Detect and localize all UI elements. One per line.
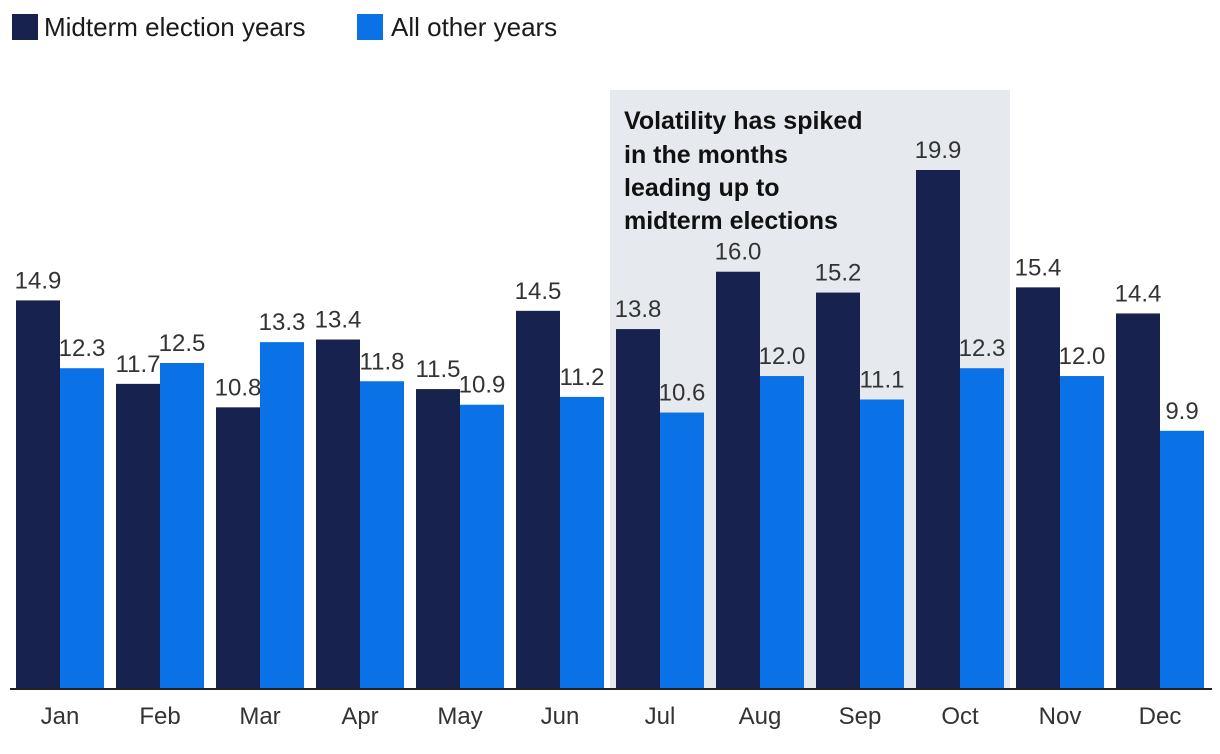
annotation-line-2: in the months <box>624 141 788 169</box>
bar-all-other-years-may <box>460 404 504 689</box>
value-label-all-other-years-feb: 12.5 <box>159 330 206 357</box>
tick-label-apr: Apr <box>341 703 378 730</box>
bar-midterm-election-years-feb <box>116 383 160 689</box>
bar-all-other-years-oct <box>960 368 1004 689</box>
value-label-midterm-election-years-apr: 13.4 <box>315 307 362 334</box>
bar-all-other-years-nov <box>1060 376 1104 689</box>
bar-midterm-election-years-aug <box>716 271 760 689</box>
value-label-all-other-years-apr: 11.8 <box>360 348 405 375</box>
value-label-midterm-election-years-jun: 14.5 <box>515 278 562 305</box>
bar-midterm-election-years-mar <box>216 407 260 689</box>
annotation-line-1: Volatility has spiked <box>624 107 863 135</box>
value-label-all-other-years-oct: 12.3 <box>959 335 1006 362</box>
value-label-midterm-election-years-may: 11.5 <box>416 356 461 383</box>
bar-midterm-election-years-jul <box>616 329 660 689</box>
legend: Midterm election years All other years <box>12 12 557 42</box>
value-label-midterm-election-years-feb: 11.7 <box>116 351 161 378</box>
tick-label-dec: Dec <box>1139 703 1182 730</box>
bar-midterm-election-years-apr <box>316 339 360 689</box>
bars <box>16 170 1204 689</box>
value-label-midterm-election-years-jan: 14.9 <box>15 267 62 294</box>
tick-label-may: May <box>437 703 482 730</box>
annotation: Volatility has spiked in the months lead… <box>624 107 863 235</box>
legend-label-other: All other years <box>391 12 557 42</box>
bar-midterm-election-years-nov <box>1016 287 1060 689</box>
value-label-midterm-election-years-nov: 15.4 <box>1015 254 1062 281</box>
bar-all-other-years-dec <box>1160 430 1204 689</box>
bar-midterm-election-years-jan <box>16 300 60 689</box>
value-label-all-other-years-jun: 11.2 <box>560 364 605 391</box>
bar-midterm-election-years-dec <box>1116 313 1160 689</box>
value-label-midterm-election-years-aug: 16.0 <box>715 239 762 266</box>
tick-label-aug: Aug <box>739 703 782 730</box>
bar-all-other-years-feb <box>160 362 204 689</box>
value-label-all-other-years-nov: 12.0 <box>1059 343 1106 370</box>
bar-all-other-years-sep <box>860 399 904 689</box>
value-label-midterm-election-years-sep: 15.2 <box>815 260 862 287</box>
annotation-line-3: leading up to <box>624 174 780 202</box>
tick-label-feb: Feb <box>139 703 180 730</box>
bar-all-other-years-jan <box>60 368 104 689</box>
legend-swatch-other <box>357 14 383 40</box>
bar-all-other-years-aug <box>760 376 804 689</box>
value-label-midterm-election-years-jul: 13.8 <box>615 296 662 323</box>
bar-midterm-election-years-oct <box>916 170 960 689</box>
bar-midterm-election-years-sep <box>816 292 860 689</box>
tick-label-jul: Jul <box>645 703 676 730</box>
bar-all-other-years-jul <box>660 412 704 689</box>
value-label-all-other-years-jul: 10.6 <box>659 380 706 407</box>
bar-all-other-years-apr <box>360 381 404 689</box>
value-label-all-other-years-sep: 11.1 <box>860 367 905 394</box>
value-label-midterm-election-years-dec: 14.4 <box>1115 280 1162 307</box>
tick-label-sep: Sep <box>839 703 882 730</box>
x-axis-tick-labels: Jan Feb Mar Apr May Jun Jul Aug Sep Oct Nov Dec <box>41 703 1182 730</box>
value-label-all-other-years-dec: 9.9 <box>1165 398 1198 425</box>
value-label-all-other-years-jan: 12.3 <box>59 335 106 362</box>
value-label-midterm-election-years-mar: 10.8 <box>215 374 262 401</box>
value-label-all-other-years-may: 10.9 <box>459 372 506 399</box>
bar-midterm-election-years-jun <box>516 310 560 689</box>
value-label-all-other-years-mar: 13.3 <box>259 309 306 336</box>
value-label-all-other-years-aug: 12.0 <box>759 343 806 370</box>
value-label-midterm-election-years-oct: 19.9 <box>915 137 962 164</box>
annotation-line-4: midterm elections <box>624 207 838 235</box>
bar-midterm-election-years-may <box>416 389 460 689</box>
tick-label-jun: Jun <box>541 703 580 730</box>
bar-all-other-years-mar <box>260 342 304 689</box>
value-labels: 14.9 12.3 11.712.5 10.8 13.3 13.4 11.8 11.510.9… <box>15 137 1199 425</box>
tick-label-jan: Jan <box>41 703 80 730</box>
legend-label-midterm: Midterm election years <box>44 12 306 42</box>
tick-label-mar: Mar <box>239 703 280 730</box>
bar-all-other-years-jun <box>560 396 604 689</box>
tick-label-nov: Nov <box>1039 703 1082 730</box>
tick-label-oct: Oct <box>941 703 979 730</box>
legend-swatch-midterm <box>12 14 38 40</box>
